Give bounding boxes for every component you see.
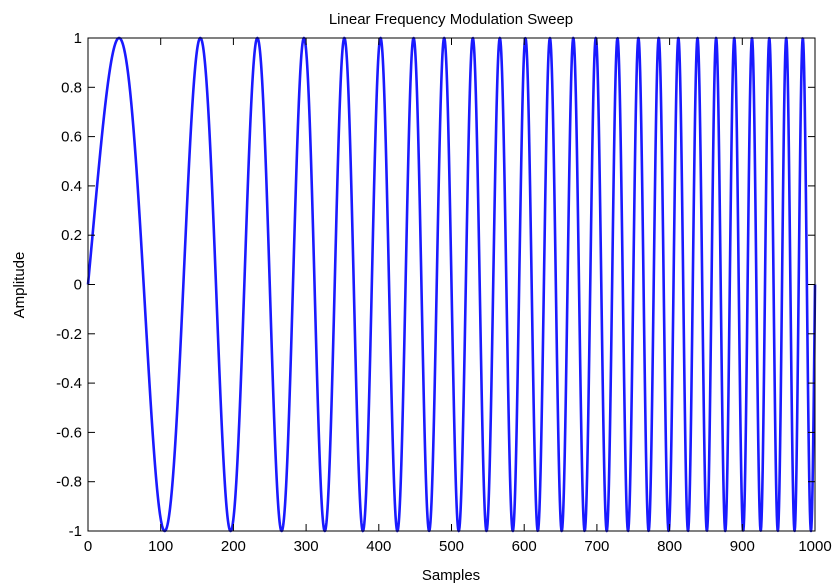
x-tick-label: 100 xyxy=(148,538,173,555)
y-tick-label: -0.6 xyxy=(56,424,82,441)
x-tick-label: 400 xyxy=(366,538,391,555)
y-axis-ticks: -1 -0.8 -0.6 -0.4 -0.2 0 0.2 0.4 0.6 0.8 1 xyxy=(56,30,815,540)
x-axis-ticks: 0 100 200 300 400 500 600 700 800 900 1000 xyxy=(84,38,832,555)
x-tick-label: 200 xyxy=(221,538,246,555)
x-tick-label: 0 xyxy=(84,538,92,555)
y-tick-label: 0 xyxy=(74,277,82,294)
x-tick-label: 300 xyxy=(294,538,319,555)
series-line xyxy=(86,36,817,533)
y-tick-label: -0.8 xyxy=(56,474,82,491)
y-tick-label: -0.2 xyxy=(56,326,82,343)
y-tick-label: 0.4 xyxy=(61,178,82,195)
y-tick-label: 0.8 xyxy=(61,79,82,96)
x-tick-label: 800 xyxy=(657,538,682,555)
x-tick-label: 900 xyxy=(730,538,755,555)
y-tick-label: 0.2 xyxy=(61,227,82,244)
y-tick-label: -1 xyxy=(69,523,82,540)
chart-title: Linear Frequency Modulation Sweep xyxy=(329,11,573,28)
y-tick-label: -0.4 xyxy=(56,375,82,392)
x-tick-label: 1000 xyxy=(798,538,831,555)
x-tick-label: 700 xyxy=(584,538,609,555)
y-tick-label: 1 xyxy=(74,30,82,47)
y-tick-label: 0.6 xyxy=(61,129,82,146)
x-axis-label: Samples xyxy=(422,567,480,583)
y-axis-label: Amplitude xyxy=(11,252,28,319)
x-tick-label: 500 xyxy=(439,538,464,555)
x-tick-label: 600 xyxy=(512,538,537,555)
